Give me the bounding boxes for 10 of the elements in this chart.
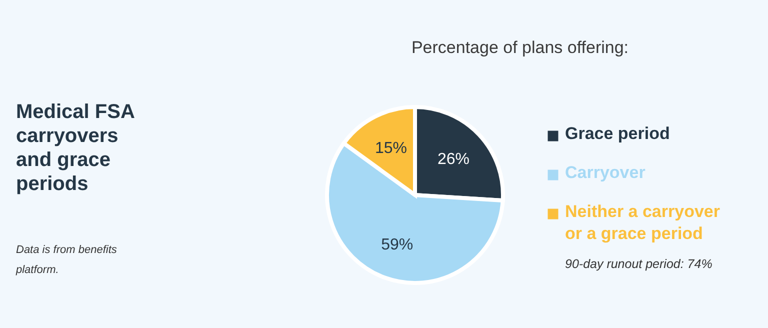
text: Medical FSA carryovers and grace periods [16,101,135,195]
legend-label: Grace period [565,124,670,143]
text: Data is from benefits platform. [15,244,118,276]
data-label: 15% [375,140,408,157]
chart-subtitle: Percentage of plans offering: [411,38,629,57]
data-label: 26% [437,150,470,168]
legend-label: Neither a carryover or a grace period [565,202,720,243]
legend-label: Carryover [565,163,646,182]
data-label: 59% [381,236,414,254]
text: 90-day runout period: 74% [565,257,712,271]
